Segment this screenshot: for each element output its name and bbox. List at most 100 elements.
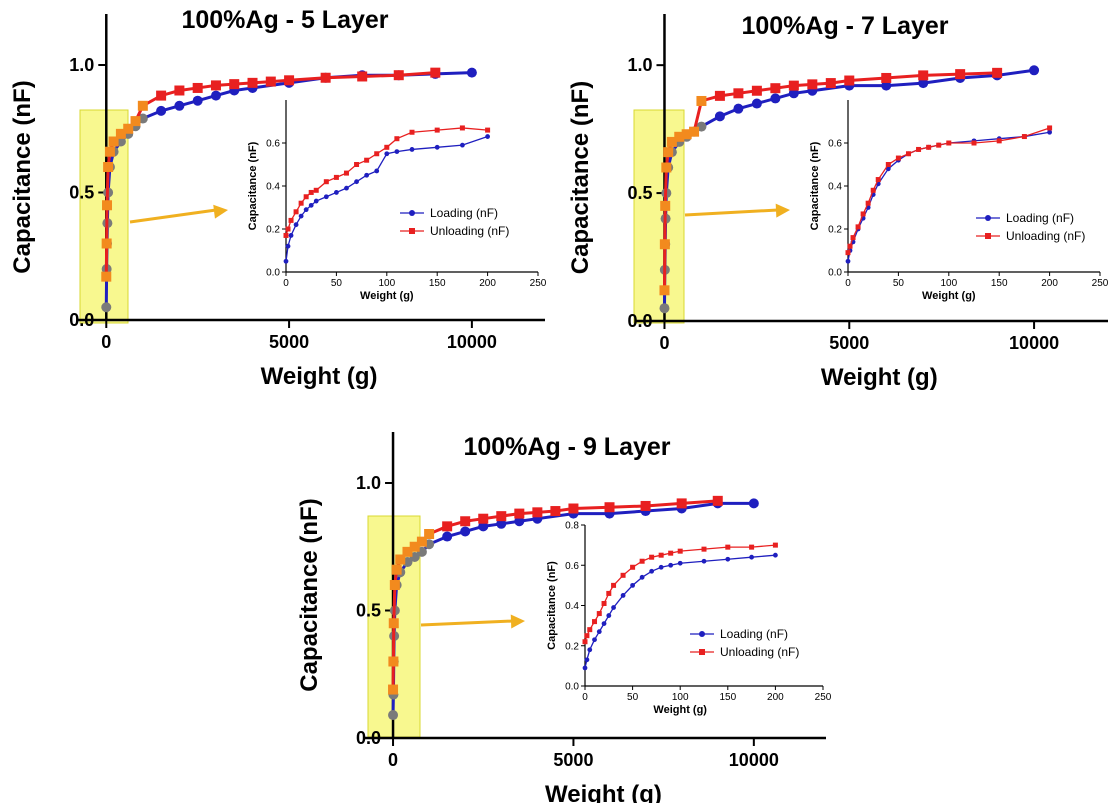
chart-1-inset-series-1-point [293, 222, 299, 228]
chart-3-legend-label: Unloading (nF) [720, 645, 799, 659]
chart-1-y-tick-label: 0.5 [69, 183, 94, 203]
chart-1-inset-series-1-point [285, 243, 291, 249]
chart-3-series-2-point [712, 495, 723, 506]
chart-1-inset-series-1-point [409, 147, 415, 152]
chart-2-series-2-point [751, 85, 762, 96]
chart-3-inset-series-2-point [725, 544, 731, 550]
chart-2-inset-x-axis-title: Weight (g) [922, 290, 976, 302]
chart-1-inset-series-2-point [285, 226, 291, 232]
chart-3-inset-series-1-point [596, 629, 602, 635]
chart-1-inset-y-tick-label: 0.0 [266, 268, 280, 279]
chart-3-series-1-point [514, 516, 525, 527]
chart-1-inset-series-1-point [364, 172, 370, 178]
chart-1-series-2-point [192, 82, 203, 93]
chart-2-series-1-point [733, 103, 744, 114]
chart-2-legend-marker [985, 233, 991, 239]
chart-1-inset-x-axis-title: Weight (g) [360, 290, 414, 302]
chart-3-series-2-point [640, 500, 651, 511]
chart-2-inset-series-2-point [870, 187, 876, 193]
chart-3-inset-series-1-point [701, 558, 707, 564]
chart-1-inset-x-tick-label: 250 [530, 278, 547, 289]
chart-3-y-axis-title: Capacitance (nF) [296, 498, 323, 691]
chart-1-inset-y-tick-label: 0.6 [266, 139, 280, 150]
chart-3-inset-series-1-point [668, 562, 674, 568]
chart-3-series-2-point [568, 503, 579, 514]
chart-1-legend-label: Unloading (nF) [430, 224, 509, 238]
chart-3-inset-series-2-point [592, 619, 598, 625]
chart-3-inset-y-tick-label: 0.8 [565, 521, 579, 532]
chart-3-legend-marker [699, 631, 705, 637]
chart-2-inset-series-2-point [1021, 134, 1027, 140]
chart-1-inset-series-2-point [288, 217, 294, 223]
chart-3-inset-x-tick-label: 200 [767, 692, 784, 703]
chart-2-x-tick-label: 0 [659, 333, 669, 353]
chart-2-inset-series-2-point [875, 177, 881, 183]
chart-1-inset-series-2-point [323, 179, 329, 185]
chart-1: 100%Ag - 5 Layer 0.0 0.5 1.0 0 5000 10000 Weigh… [9, 6, 547, 390]
chart-3-inset-series-1-point [725, 556, 731, 562]
chart-1-x-tick-label: 5000 [269, 332, 309, 352]
chart-1-inset-x-tick-label: 150 [429, 278, 446, 289]
chart-1-series-2-point [247, 77, 258, 88]
chart-1-inset: 0.0 0.2 0.4 0.6 0 50 100 150 200 250 Weight (g) Cap… [247, 100, 547, 302]
chart-1-inset-series-1-point [485, 134, 490, 139]
chart-3-inset-series-1-point [584, 657, 590, 663]
chart-1-series-2-point [130, 116, 141, 127]
chart-1-series-2-point [174, 85, 185, 96]
chart-3-series-2-point [388, 656, 399, 667]
chart-2-x-tick-label: 5000 [829, 333, 869, 353]
chart-3-series-1-point [496, 518, 507, 529]
chart-3-series-2-point [389, 580, 400, 590]
chart-3-inset-series-1-point [587, 647, 593, 653]
chart-1-inset-series-1-point [303, 207, 309, 213]
chart-1-series-2-point [115, 128, 126, 139]
chart-2-inset-series-2-point [860, 211, 866, 217]
chart-2-series-1-point [918, 78, 929, 89]
chart-3-series-2-line [391, 499, 718, 690]
chart-2-series-2-point [881, 72, 892, 83]
chart-1-inset-series-1-point [374, 168, 380, 174]
chart-3-x-tick-label: 0 [388, 750, 398, 770]
chart-1-inset-series-2-point [283, 232, 289, 238]
chart-1-series-2-point [265, 76, 276, 87]
chart-2-inset-series-2-point [850, 235, 856, 241]
chart-3-inset-series-1-point [749, 554, 754, 560]
chart-1-series-2-point [284, 75, 295, 86]
chart-3-title: 100%Ag - 9 Layer [463, 433, 670, 461]
chart-1-inset-series-1-point [344, 185, 349, 191]
chart-1-inset-series-1-point [334, 190, 339, 195]
chart-1-inset-series-2-point [364, 157, 370, 163]
chart-3-inset-y-tick-label: 0.0 [565, 682, 579, 693]
chart-3-inset-series-1-point [611, 605, 616, 610]
chart-2-series-2-point [714, 90, 725, 101]
chart-2-inset-series-2-point [855, 224, 861, 230]
chart-2-inset-series-2-point [916, 146, 922, 152]
chart-2-inset-x-tick-label: 0 [845, 278, 851, 289]
chart-3-zoom-arrow [420, 619, 514, 627]
chart-1-series-2-point [108, 136, 119, 147]
chart-2-legend-label: Loading (nF) [1006, 211, 1074, 225]
chart-3-x-axis-title: Weight (g) [545, 781, 662, 803]
chart-1-inset-y-axis-title: Capacitance (nF) [247, 141, 259, 230]
chart-1-inset-x-tick-label: 0 [283, 278, 289, 289]
chart-1-inset-series-2-point [343, 170, 349, 176]
chart-1-zoom-arrow [129, 208, 217, 224]
chart-2-series-2-point [681, 129, 692, 140]
chart-1-inset-series-1-point [460, 142, 465, 148]
chart-1-inset-series-2-point [293, 209, 299, 215]
chart-2-series-2-point [733, 88, 744, 99]
chart-2-series-2-point [992, 67, 1003, 78]
chart-2-inset-series-2-point [847, 243, 853, 249]
chart-3-legend-label: Loading (nF) [720, 627, 788, 641]
chart-3-series-1-point [478, 521, 489, 532]
chart-1-inset-x-tick-label: 100 [378, 278, 395, 289]
chart-3-inset-series-2-point [749, 544, 755, 550]
chart-1-inset-series-2-point [459, 125, 465, 131]
chart-1-inset-series-2-point [409, 129, 415, 135]
chart-3: 100%Ag - 9 Layer 0.0 0.5 1.0 0 5000 10000 Weigh… [296, 432, 832, 803]
chart-3-inset-x-axis-title: Weight (g) [653, 704, 707, 716]
chart-1-inset-series-2-point [384, 144, 390, 150]
chart-1-zoom-arrow-head [213, 204, 228, 219]
chart-1-inset-series-1-point [384, 151, 390, 157]
